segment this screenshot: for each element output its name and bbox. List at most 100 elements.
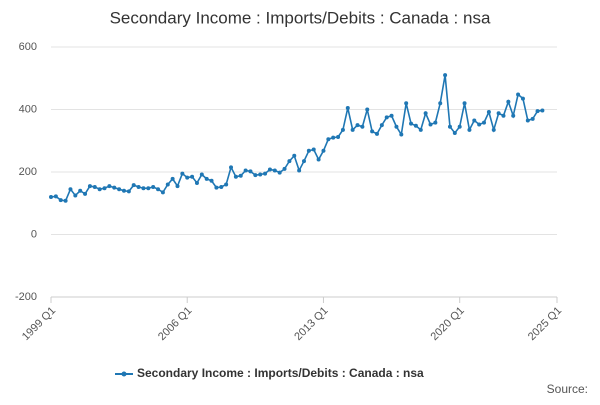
point xyxy=(199,172,204,177)
point xyxy=(53,194,58,199)
point xyxy=(258,172,263,177)
point xyxy=(102,186,107,191)
point xyxy=(491,127,496,132)
chart-title: Secondary Income : Imports/Debits : Cana… xyxy=(110,8,491,27)
point xyxy=(224,182,229,187)
series-line xyxy=(50,74,543,202)
point xyxy=(214,185,219,190)
point xyxy=(87,184,92,189)
point xyxy=(379,123,384,128)
point xyxy=(360,124,365,129)
point xyxy=(457,124,462,129)
point xyxy=(204,176,209,181)
point xyxy=(263,171,268,176)
point xyxy=(355,123,360,128)
point xyxy=(452,130,457,135)
point xyxy=(482,120,487,125)
point xyxy=(331,135,336,140)
point xyxy=(520,96,525,101)
point xyxy=(156,187,161,192)
legend-marker xyxy=(121,371,127,377)
point xyxy=(326,137,331,142)
point xyxy=(58,198,63,203)
point xyxy=(175,184,180,189)
point xyxy=(302,159,306,164)
x-tick-label: 2006 Q1 xyxy=(156,305,194,343)
point xyxy=(297,168,302,173)
point xyxy=(389,113,394,118)
point xyxy=(404,101,409,106)
point xyxy=(525,118,530,123)
y-tick-label: 400 xyxy=(19,103,37,115)
point xyxy=(340,127,345,132)
point xyxy=(209,178,214,183)
point xyxy=(253,173,258,178)
point xyxy=(107,184,112,189)
point xyxy=(126,189,131,194)
point xyxy=(282,166,287,171)
point xyxy=(384,115,389,120)
point xyxy=(180,171,185,176)
point xyxy=(501,113,506,118)
point xyxy=(350,127,355,132)
point xyxy=(311,147,316,152)
point xyxy=(238,173,243,178)
point xyxy=(229,165,234,170)
point xyxy=(160,190,165,195)
point xyxy=(92,185,97,189)
source: Source: xyxy=(547,382,588,396)
point xyxy=(306,148,311,153)
point xyxy=(462,101,467,106)
point xyxy=(277,170,282,175)
point xyxy=(370,129,375,134)
point xyxy=(433,120,438,125)
point xyxy=(78,188,83,193)
point xyxy=(219,185,224,189)
point xyxy=(486,110,491,114)
point xyxy=(83,191,88,196)
point xyxy=(477,122,482,127)
point xyxy=(165,182,170,187)
point xyxy=(170,176,175,181)
point xyxy=(131,183,136,188)
point xyxy=(136,185,141,189)
point xyxy=(151,185,156,189)
point xyxy=(190,174,195,179)
legend-label: Secondary Income : Imports/Debits : Cana… xyxy=(137,366,424,380)
point xyxy=(146,186,151,191)
point xyxy=(535,109,540,114)
point xyxy=(49,195,53,199)
point xyxy=(243,168,248,173)
x-tick-label: 2013 Q1 xyxy=(292,305,330,343)
point xyxy=(374,131,379,136)
point xyxy=(321,148,326,153)
point xyxy=(68,187,73,192)
point xyxy=(287,159,292,164)
point xyxy=(292,153,297,158)
point xyxy=(409,121,414,126)
point xyxy=(506,99,511,104)
point xyxy=(272,168,277,173)
point xyxy=(141,186,146,191)
point xyxy=(399,132,404,137)
point xyxy=(233,174,238,179)
point xyxy=(248,169,253,174)
point xyxy=(511,113,516,118)
y-tick-label: 0 xyxy=(31,228,37,240)
point xyxy=(472,118,477,123)
point xyxy=(496,111,501,116)
point xyxy=(185,175,190,180)
point xyxy=(121,188,126,193)
point xyxy=(267,167,272,172)
point xyxy=(423,111,428,116)
point xyxy=(365,107,370,112)
point xyxy=(112,185,117,190)
point xyxy=(63,198,68,203)
point xyxy=(467,127,472,132)
y-tick-label: -200 xyxy=(15,291,37,303)
point xyxy=(447,124,452,129)
point xyxy=(345,105,350,110)
x-tick-label: 2020 Q1 xyxy=(429,305,467,343)
point xyxy=(443,73,448,78)
